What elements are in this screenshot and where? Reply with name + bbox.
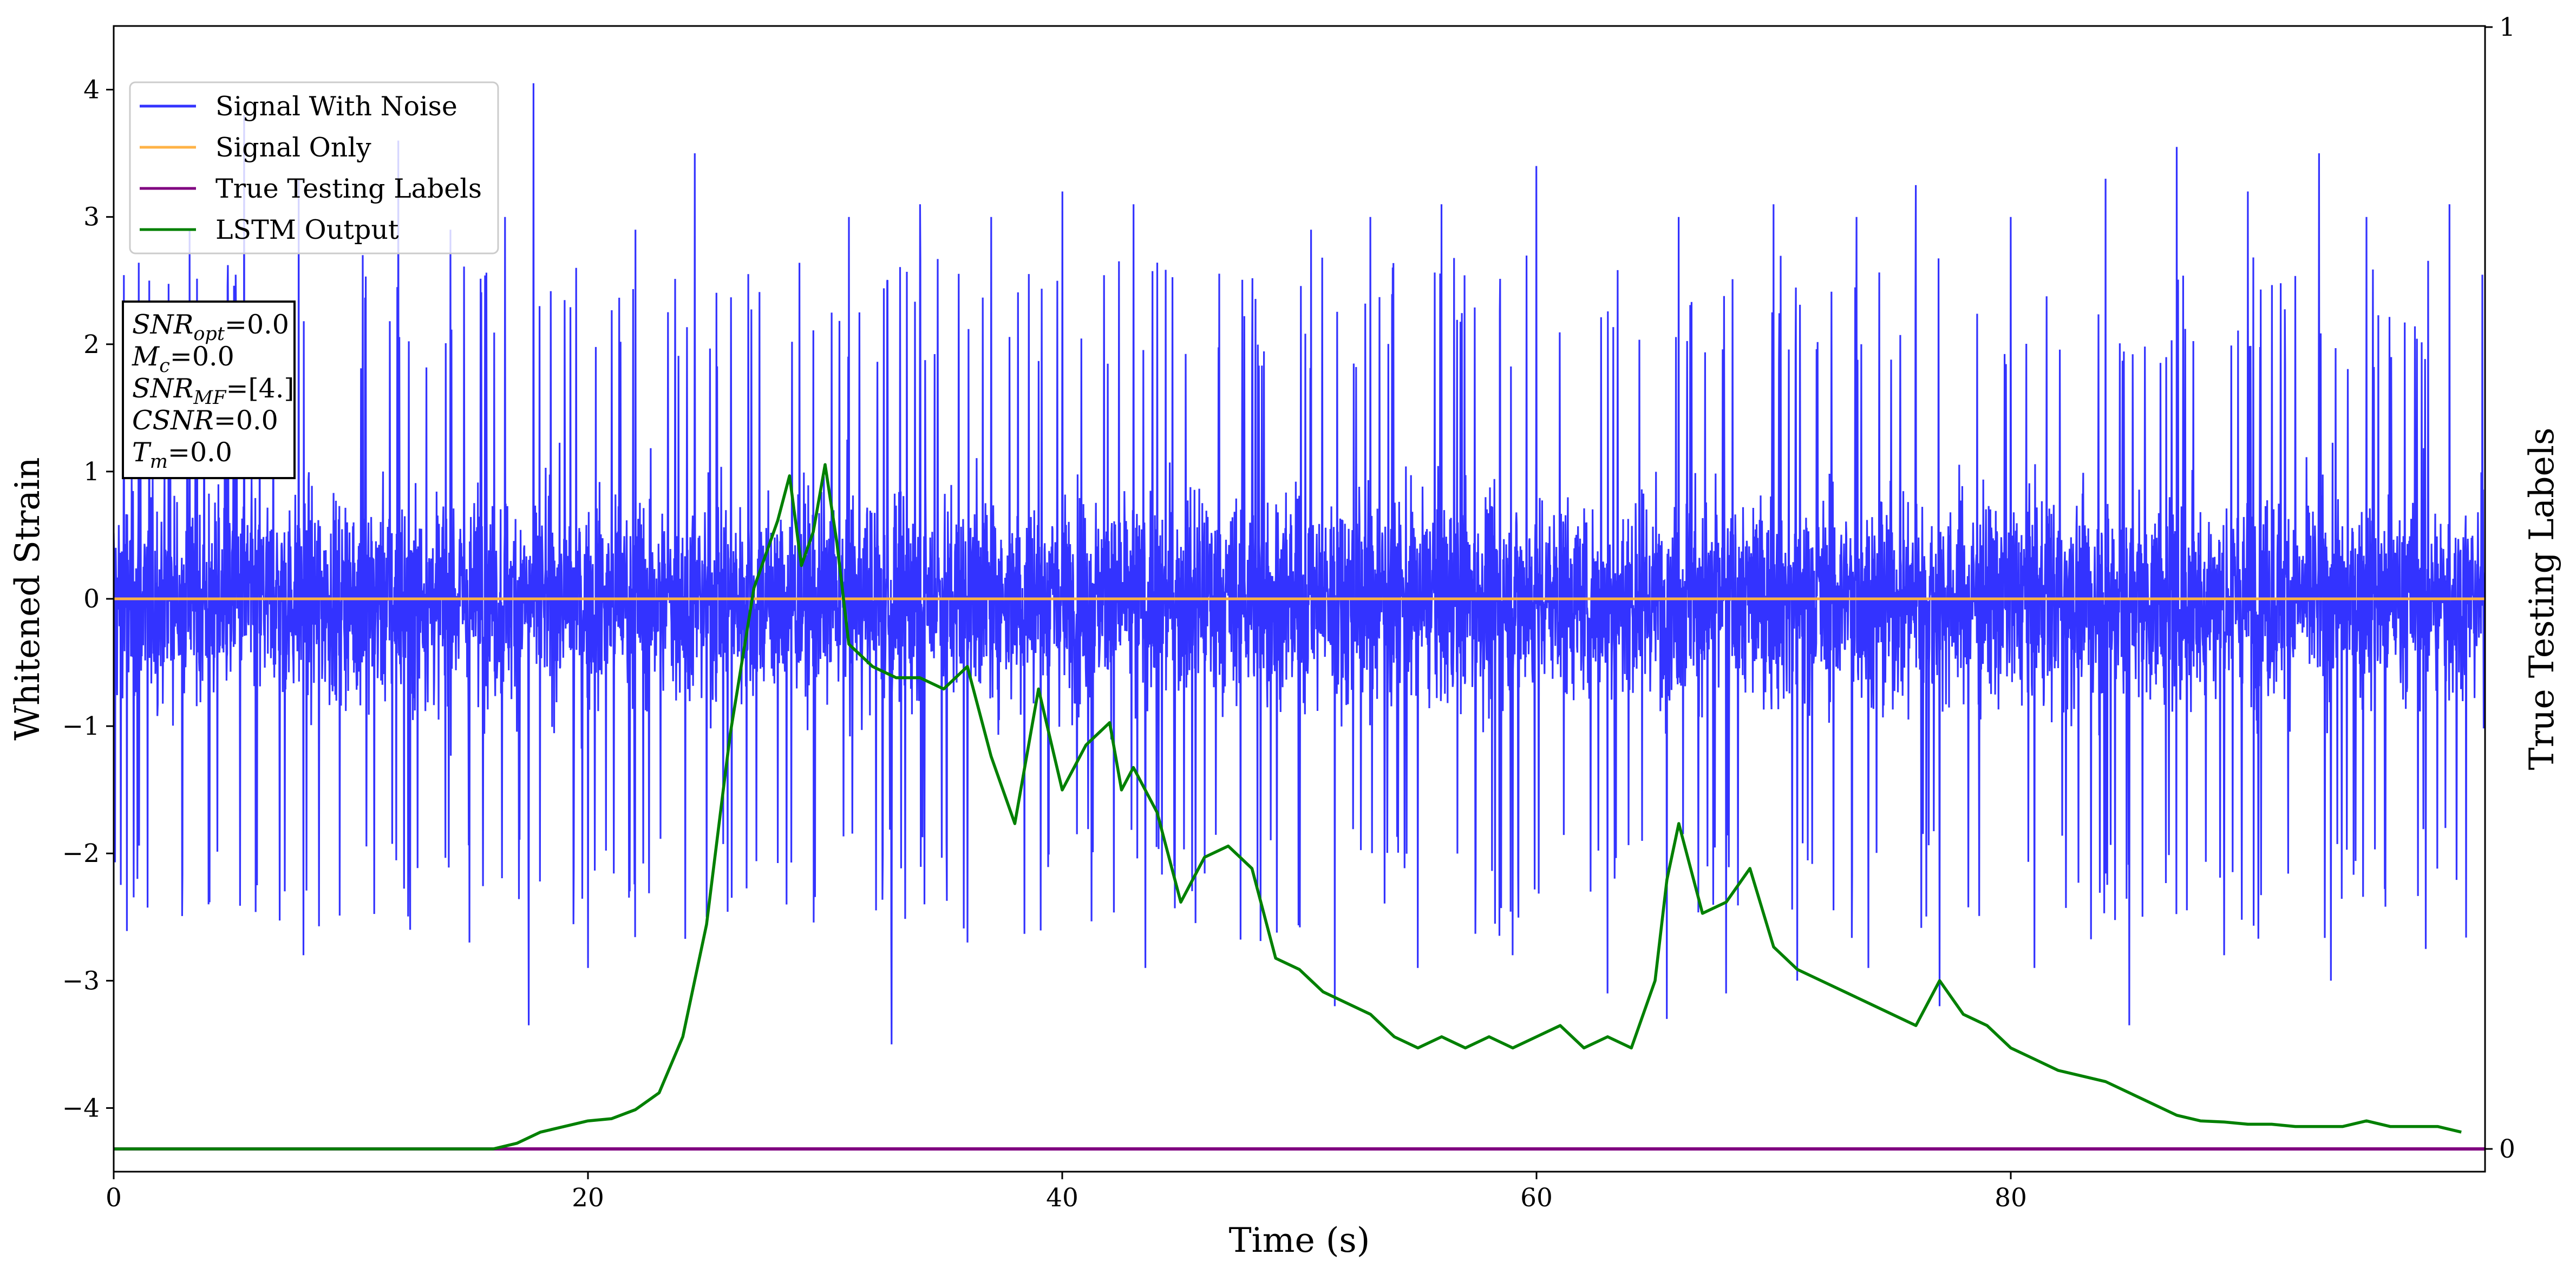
x-tick-label: 80 bbox=[1995, 1183, 2027, 1213]
annotation-line: SNRMF=[4.] bbox=[132, 373, 295, 409]
x-tick-label: 60 bbox=[1520, 1183, 1553, 1213]
y-tick-label: −4 bbox=[62, 1093, 100, 1123]
signal-with-noise-series bbox=[114, 83, 2485, 1044]
legend-entry-label: Signal Only bbox=[215, 132, 371, 163]
signal-with-noise-line bbox=[114, 83, 2485, 1044]
x-axis-ticks: 0 20 40 60 80 bbox=[106, 1172, 2027, 1213]
y-tick-label: 1 bbox=[83, 457, 100, 487]
y2-tick-label: 1 bbox=[2499, 12, 2515, 42]
y-tick-label: 0 bbox=[83, 584, 100, 614]
annotation-line: Tm=0.0 bbox=[132, 437, 232, 473]
lstm-output-line bbox=[114, 463, 2462, 1151]
y-tick-label: −2 bbox=[62, 839, 100, 868]
legend-entry-label: LSTM Output bbox=[215, 214, 399, 245]
annotation-frame bbox=[122, 300, 296, 479]
annotation-line: CSNR=0.0 bbox=[132, 405, 278, 436]
y-axis-ticks: −4 −3 −2 −1 0 1 2 3 4 bbox=[62, 75, 114, 1123]
x-tick-label: 0 bbox=[106, 1183, 122, 1213]
x-tick-label: 40 bbox=[1046, 1183, 1078, 1213]
x-axis-label: Time (s) bbox=[1229, 1220, 1370, 1260]
annotation-line: SNRopt=0.0 bbox=[132, 309, 289, 345]
y-tick-label: −1 bbox=[62, 711, 100, 741]
y-tick-label: 3 bbox=[83, 202, 100, 232]
y2-tick-label: 0 bbox=[2499, 1134, 2515, 1164]
y-tick-label: −3 bbox=[62, 966, 100, 996]
y2-axis-label: True Testing Labels bbox=[2522, 428, 2561, 770]
y2-axis-ticks: 01 bbox=[2485, 12, 2515, 1164]
legend-box bbox=[129, 81, 499, 254]
legend-entry-label: True Testing Labels bbox=[215, 173, 482, 204]
y-axis-label: Whitened Strain bbox=[8, 457, 47, 740]
legend: Signal With Noise Signal Only True Testing… bbox=[129, 81, 499, 254]
series-lines bbox=[114, 463, 2485, 1151]
legend-entry-label: Signal With Noise bbox=[215, 91, 457, 122]
y-tick-label: 2 bbox=[83, 330, 100, 360]
annotation-line: Mc=0.0 bbox=[132, 341, 234, 377]
y-tick-label: 4 bbox=[83, 75, 100, 105]
x-tick-label: 20 bbox=[572, 1183, 604, 1213]
